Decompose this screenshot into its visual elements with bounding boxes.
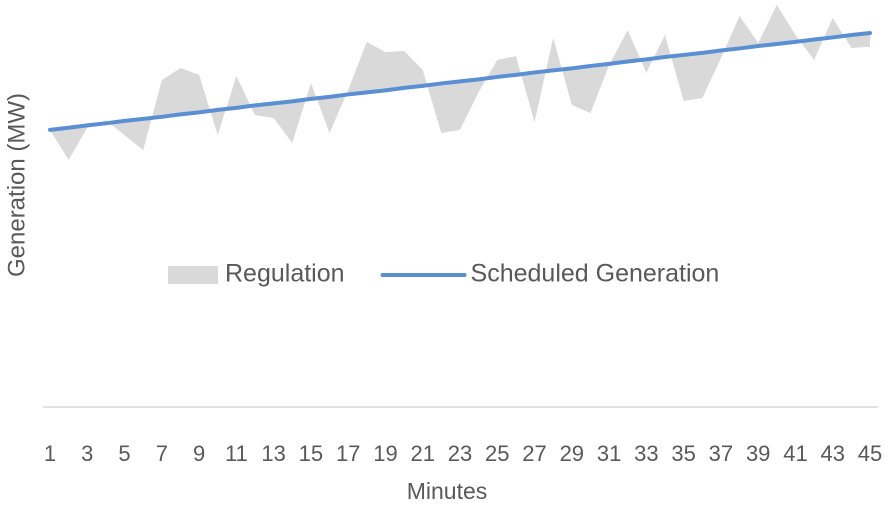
x-tick-label: 23 <box>448 441 472 466</box>
x-tick-label: 45 <box>858 441 882 466</box>
legend-swatch <box>168 266 218 284</box>
x-tick-label: 5 <box>118 441 130 466</box>
x-tick-label: 43 <box>820 441 844 466</box>
line <box>48 30 872 132</box>
x-tick-label: 3 <box>81 441 93 466</box>
x-tick-label: 21 <box>410 441 434 466</box>
x-tick-label: 11 <box>225 441 248 466</box>
x-tick-label: 1 <box>44 441 56 466</box>
x-tick-label: 31 <box>597 441 621 466</box>
x-tick-label: 33 <box>634 441 658 466</box>
x-tick-label: 27 <box>522 441 546 466</box>
legend-label: Regulation <box>225 260 345 288</box>
x-tick-label: 19 <box>373 441 397 466</box>
x-tick-label: 17 <box>336 441 360 466</box>
x-tick-label: 41 <box>783 441 807 466</box>
legend-label: Scheduled Generation <box>471 260 720 288</box>
y-axis-label: Generation (MW) <box>3 93 30 277</box>
x-tick-label: 13 <box>261 441 285 466</box>
x-tick-label: 7 <box>156 441 168 466</box>
x-tick-label: 39 <box>746 441 770 466</box>
x-tick-label: 35 <box>671 441 695 466</box>
x-tick-label: 29 <box>560 441 584 466</box>
x-tick-label: 25 <box>485 441 509 466</box>
x-axis-label: Minutes <box>407 478 488 504</box>
x-tick-label: 37 <box>709 441 733 466</box>
x-tick-label: 9 <box>193 441 205 466</box>
x-tick-label: 15 <box>299 441 323 466</box>
